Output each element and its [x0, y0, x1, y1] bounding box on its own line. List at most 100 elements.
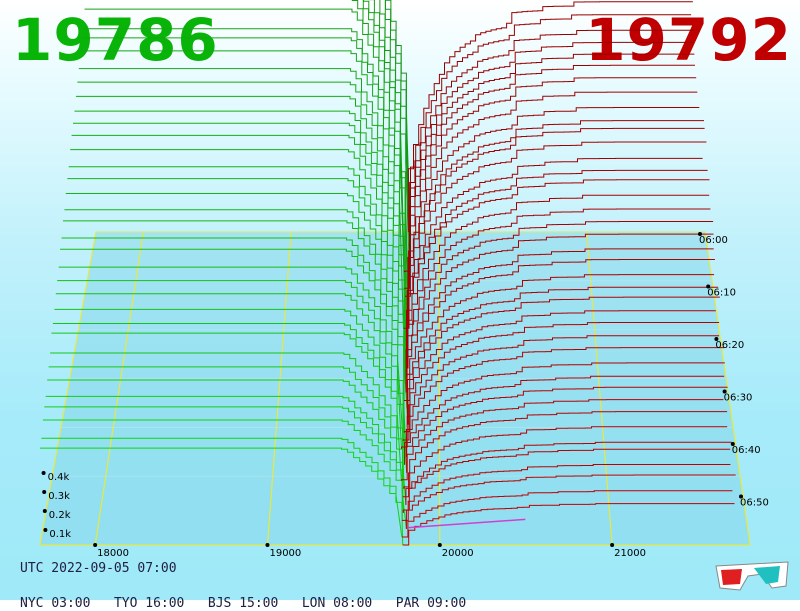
ask-depth-line — [407, 1, 693, 232]
bid-depth-line — [54, 308, 406, 465]
city-lon: LON 08:00 — [301, 596, 373, 611]
ask-depth-line — [405, 474, 736, 529]
city-tyo: TYO 16:00 — [113, 596, 185, 611]
bid-depth-line — [61, 237, 409, 425]
ask-depth-line — [402, 448, 731, 513]
ask-depth-line — [407, 310, 716, 425]
bid-depth-line — [83, 28, 410, 305]
y-tick-label: 0.2k — [49, 510, 71, 521]
front-ask-line — [408, 518, 526, 529]
ask-depth-line — [400, 399, 724, 481]
ask-depth-line — [404, 274, 715, 401]
ask-depth-line — [401, 464, 731, 521]
city-bjs: BJS 15:00 — [207, 596, 279, 611]
ask-depth-line — [401, 347, 725, 449]
ask-depth-line — [409, 77, 697, 281]
y-tick-label: 0.4k — [48, 472, 70, 483]
bid-depth-line — [57, 280, 402, 449]
ask-depth-line — [410, 14, 692, 240]
bid-depth-line — [78, 68, 404, 329]
x-tick-label: 20000 — [442, 548, 474, 559]
bid-depth-line — [40, 447, 404, 546]
bid-depth-line — [71, 134, 409, 369]
bid-depth-line — [41, 437, 403, 538]
ask-depth-line — [403, 411, 728, 489]
bid-price: 19786 — [12, 6, 219, 74]
ask-depth-line — [405, 208, 711, 361]
time-tick-mark — [714, 337, 719, 341]
x-tick-label: 18000 — [97, 548, 129, 559]
ask-depth-line — [402, 503, 735, 546]
bid-depth-line — [44, 406, 403, 521]
bid-depth-line — [351, 0, 405, 289]
ask-depth-line — [406, 233, 714, 377]
bid-depth-line — [50, 352, 405, 489]
y-tick-mark — [42, 490, 47, 494]
bid-depth-line — [73, 122, 407, 361]
bid-depth-line — [68, 166, 407, 385]
y-tick-label: 0.3k — [48, 491, 70, 502]
bid-depth-line — [58, 266, 404, 441]
ask-depth-line — [409, 29, 697, 249]
x-tick-mark — [93, 543, 98, 547]
ask-depth-line — [405, 362, 725, 457]
y-tick-mark — [42, 509, 47, 513]
price-gridline — [94, 231, 144, 546]
y-tick-mark — [41, 471, 46, 475]
ask-depth-line — [401, 490, 733, 538]
ask-depth-line — [405, 248, 714, 385]
ask-depth-line — [405, 441, 732, 505]
bid-depth-line — [362, 0, 411, 281]
time-tick-mark — [722, 389, 727, 394]
time-axis: 06:00 06:10 06:20 06:30 06:40 06:50 — [698, 232, 769, 509]
bid-depth-line — [65, 193, 405, 401]
y-axis: 0.1k 0.2k 0.3k 0.4k — [41, 471, 71, 540]
bid-depth-line — [64, 209, 408, 409]
ask-depth-line — [407, 296, 720, 417]
bid-depth-line — [379, 0, 411, 257]
floor-plane — [40, 232, 750, 545]
ask-depth-line — [403, 64, 695, 273]
ask-price: 19792 — [585, 6, 792, 74]
ask-depth-line — [408, 141, 707, 321]
x-tick-mark — [610, 543, 615, 547]
time-tick-label: 06:50 — [740, 498, 769, 509]
bid-depth-line — [84, 8, 406, 297]
ask-depth-line — [409, 41, 694, 257]
ask-depth-line — [405, 107, 700, 297]
x-tick-mark — [265, 543, 270, 547]
time-tick-label: 06:00 — [699, 235, 728, 246]
floor-edge — [39, 231, 97, 546]
bid-depth-line — [48, 366, 404, 497]
ask-depth-line — [402, 426, 728, 498]
ask-depth-line — [402, 335, 720, 441]
bid-depth-line — [77, 81, 408, 337]
ask-depth-line — [404, 91, 698, 289]
ask-depth-line — [408, 120, 704, 305]
y-tick-label: 0.1k — [49, 529, 71, 540]
utc-time: UTC 2022-09-05 07:00 — [20, 561, 177, 576]
bid-depth-line — [81, 37, 409, 313]
time-tick-label: 06:10 — [707, 288, 736, 299]
time-tick-mark — [739, 494, 743, 499]
ask-depth-line — [403, 322, 720, 433]
ask-depth-line — [406, 386, 728, 473]
y-tick-mark — [43, 528, 48, 532]
city-times: NYC 03:00 TYO 16:00 BJS 15:00 LON 08:00 … — [20, 581, 466, 611]
ask-depth-line — [407, 221, 714, 369]
bid-depth-line — [55, 293, 407, 457]
chart-floor-grid — [39, 231, 751, 546]
x-tick-label: 19000 — [269, 548, 301, 559]
bid-depth-line — [63, 220, 408, 417]
bid-depth-line — [51, 332, 402, 481]
bid-depth-line — [60, 248, 405, 433]
3d-glasses-icon[interactable] — [712, 558, 792, 592]
time-tick-mark — [698, 232, 702, 236]
bid-depth-line — [80, 50, 409, 321]
time-tick-label: 06:40 — [732, 445, 761, 456]
ask-depth-series — [400, 1, 736, 546]
bid-depth-line — [363, 0, 405, 273]
bid-depth-series — [40, 0, 411, 546]
ask-depth-line — [407, 179, 710, 345]
